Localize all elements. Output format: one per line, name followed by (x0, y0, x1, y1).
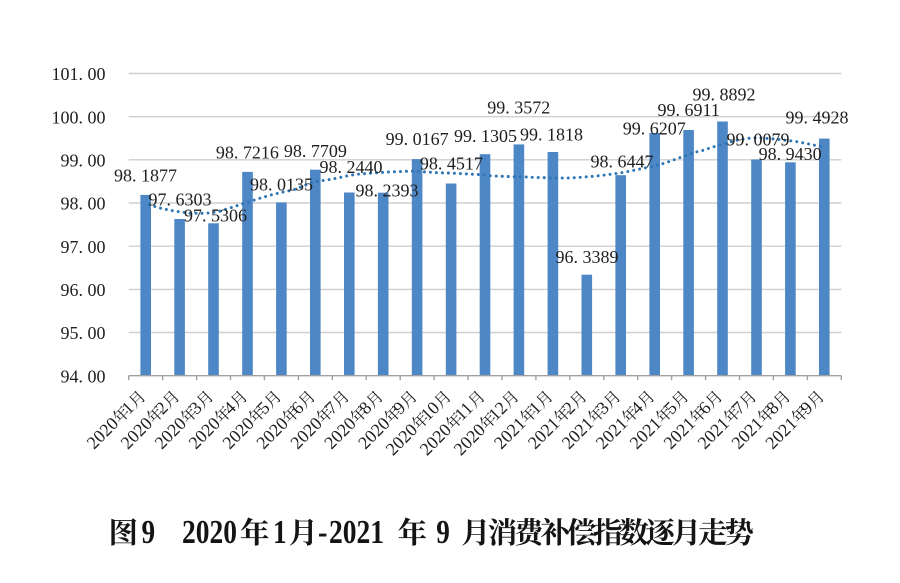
svg-text:99. 6207: 99. 6207 (623, 119, 686, 139)
svg-text:98. 2393: 98. 2393 (356, 181, 419, 201)
svg-text:99. 3572: 99. 3572 (487, 98, 550, 118)
svg-text:97. 6303: 97. 6303 (149, 189, 212, 209)
svg-text:97. 00: 97. 00 (61, 237, 106, 257)
svg-text:100. 00: 100. 00 (52, 107, 106, 127)
svg-text:2020: 2020 (182, 514, 237, 551)
svg-text:98. 9430: 98. 9430 (759, 144, 822, 164)
svg-text:98. 6447: 98. 6447 (591, 151, 654, 171)
svg-text:98. 1877: 98. 1877 (114, 165, 177, 185)
svg-text:98. 00: 98. 00 (61, 194, 106, 214)
svg-text:99. 0079: 99. 0079 (727, 129, 790, 149)
svg-text:99. 6911: 99. 6911 (658, 100, 720, 120)
svg-text:1: 1 (273, 514, 287, 551)
svg-text:9: 9 (436, 514, 450, 551)
svg-text:98. 0135: 98. 0135 (250, 175, 313, 195)
svg-text:98. 4517: 98. 4517 (420, 153, 483, 173)
svg-text:97. 5306: 97. 5306 (184, 205, 247, 225)
svg-text:98. 7216: 98. 7216 (216, 143, 279, 163)
svg-text:98. 7709: 98. 7709 (284, 141, 347, 161)
svg-text:94. 00: 94. 00 (61, 366, 106, 386)
svg-text:99. 1305: 99. 1305 (454, 126, 517, 146)
svg-text:96. 3389: 96. 3389 (556, 247, 619, 267)
svg-text:99. 00: 99. 00 (61, 150, 106, 170)
svg-text:99. 0167: 99. 0167 (386, 129, 449, 149)
svg-text:95. 00: 95. 00 (61, 323, 106, 343)
svg-text:98. 2440: 98. 2440 (320, 157, 383, 177)
svg-text:2021: 2021 (329, 514, 384, 551)
svg-text:101. 00: 101. 00 (52, 64, 106, 84)
svg-text:9: 9 (142, 514, 156, 551)
svg-text:-: - (318, 514, 328, 551)
svg-text:99. 4928: 99. 4928 (786, 108, 849, 128)
svg-text:99. 1818: 99. 1818 (520, 125, 583, 145)
svg-text:99. 8892: 99. 8892 (693, 85, 756, 105)
svg-text:96. 00: 96. 00 (61, 280, 106, 300)
